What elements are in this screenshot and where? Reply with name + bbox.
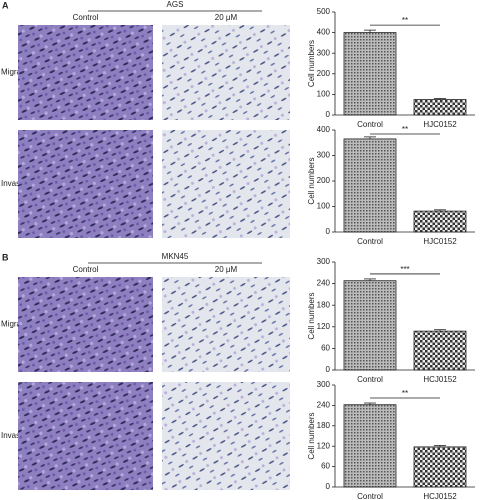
x-tick-label: Control — [357, 492, 383, 500]
column-label: 20 μM — [215, 265, 238, 274]
row-label: Invasion — [1, 431, 31, 440]
column-label: 20 μM — [215, 13, 238, 22]
y-tick-label: 240 — [317, 401, 331, 410]
micrograph — [162, 130, 290, 238]
x-tick-label: HJC0152 — [423, 120, 457, 129]
row-label: Migration — [1, 320, 34, 329]
bar — [343, 404, 397, 488]
bar — [413, 99, 467, 116]
y-tick-label: 60 — [321, 344, 330, 353]
cell-line: AGS — [167, 0, 184, 9]
x-tick-label: HCJ0152 — [423, 492, 457, 500]
panel-label: B — [2, 252, 9, 262]
y-tick-label: 120 — [317, 441, 331, 450]
y-tick-label: 100 — [317, 90, 331, 99]
y-axis-label: Cell numbers — [307, 40, 316, 87]
micrograph — [18, 25, 153, 120]
row-label: Invasion — [1, 179, 31, 188]
significance: ** — [402, 389, 408, 398]
y-tick-label: 240 — [317, 279, 331, 288]
significance: *** — [400, 265, 409, 274]
y-tick-label: 180 — [317, 300, 331, 309]
y-tick-label: 300 — [317, 151, 331, 160]
y-tick-label: 300 — [317, 380, 331, 389]
y-axis-label: Cell numbers — [307, 412, 316, 459]
y-tick-label: 120 — [317, 322, 331, 331]
bar — [413, 446, 467, 488]
significance: ** — [402, 125, 408, 134]
y-tick-label: 0 — [326, 227, 331, 236]
y-tick-label: 300 — [317, 48, 331, 57]
significance: ** — [402, 16, 408, 25]
x-tick-label: HCJ0152 — [423, 375, 457, 384]
y-tick-label: 200 — [317, 69, 331, 78]
micrograph — [162, 277, 290, 372]
y-axis-label: Cell numbers — [307, 292, 316, 339]
x-tick-label: HJC0152 — [423, 237, 457, 246]
x-tick-label: Control — [357, 237, 383, 246]
row-label: Migration — [1, 68, 34, 77]
bar — [413, 210, 467, 233]
y-axis-label: Cell numbers — [307, 157, 316, 204]
y-tick-label: 180 — [317, 421, 331, 430]
y-tick-label: 400 — [317, 125, 331, 134]
y-tick-label: 500 — [317, 7, 331, 16]
bar — [343, 32, 397, 116]
y-tick-label: 200 — [317, 176, 331, 185]
y-tick-label: 0 — [326, 110, 331, 119]
micrograph — [162, 382, 290, 490]
cell-line: MKN45 — [162, 252, 189, 261]
x-tick-label: Control — [357, 120, 383, 129]
micrograph — [18, 130, 153, 238]
bar — [413, 330, 467, 371]
panel-label: A — [2, 0, 9, 10]
y-tick-label: 0 — [326, 482, 331, 491]
y-tick-label: 400 — [317, 28, 331, 37]
x-tick-label: Control — [357, 375, 383, 384]
y-tick-label: 300 — [317, 257, 331, 266]
y-tick-label: 100 — [317, 202, 331, 211]
micrograph — [162, 25, 290, 120]
column-label: Control — [73, 265, 99, 274]
micrograph — [18, 277, 153, 372]
y-tick-label: 60 — [321, 462, 330, 471]
bar — [343, 138, 397, 233]
micrograph — [18, 382, 153, 490]
y-tick-label: 0 — [326, 365, 331, 374]
column-label: Control — [73, 13, 99, 22]
bar — [343, 280, 397, 371]
